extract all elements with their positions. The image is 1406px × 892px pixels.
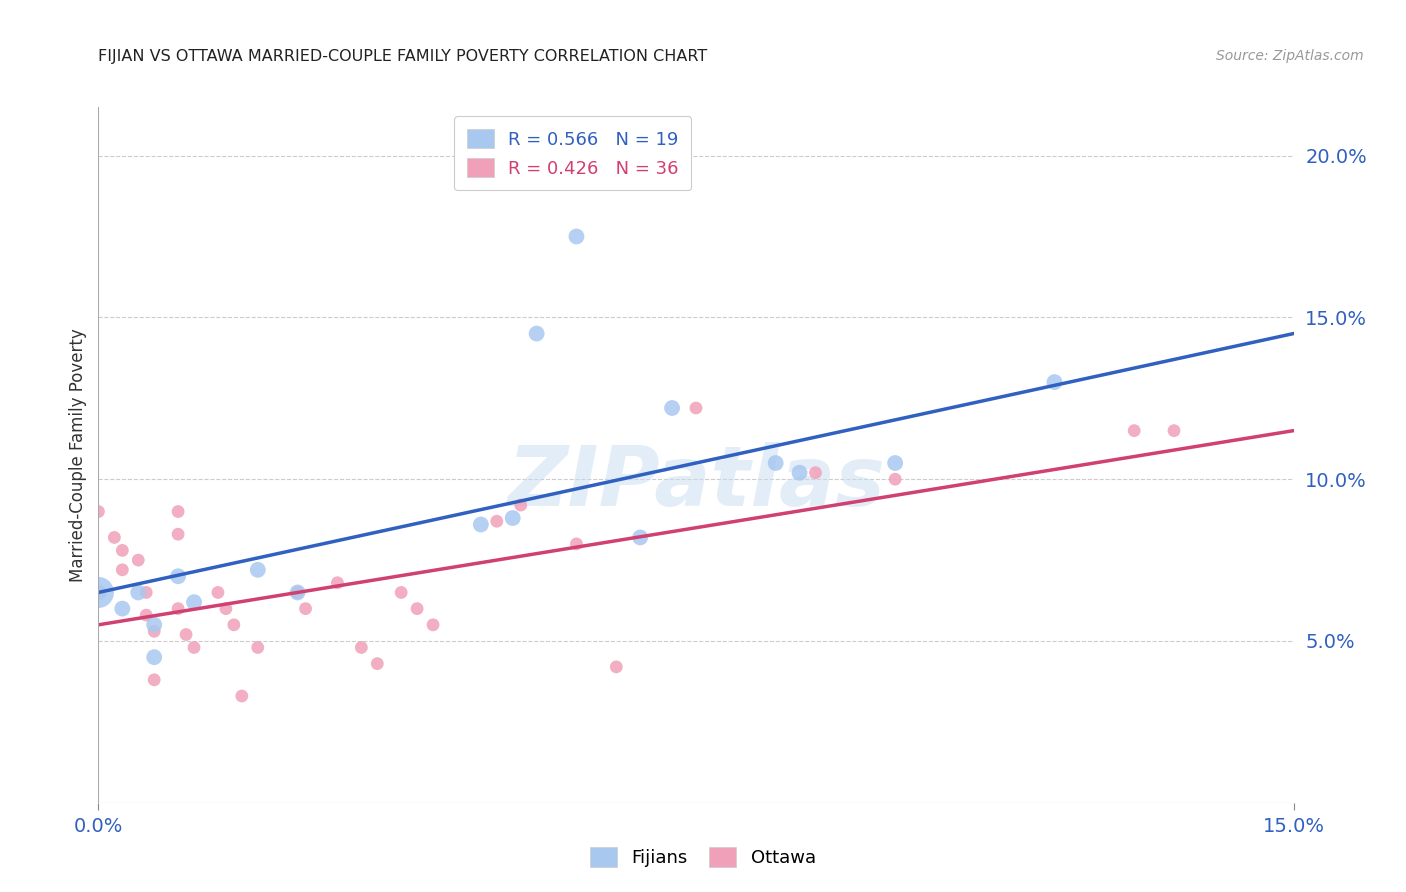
Point	[111, 543, 134, 558]
Point	[685, 401, 707, 415]
Point	[485, 514, 508, 528]
Point	[246, 640, 269, 655]
Point	[1043, 375, 1066, 389]
Point	[628, 531, 651, 545]
Point	[804, 466, 827, 480]
Point	[207, 585, 229, 599]
Point	[565, 537, 588, 551]
Point	[183, 640, 205, 655]
Point	[167, 504, 190, 518]
Point	[661, 401, 683, 415]
Point	[294, 601, 316, 615]
Point	[1163, 424, 1185, 438]
Point	[509, 498, 531, 512]
Point	[789, 466, 811, 480]
Legend: Fijians, Ottawa: Fijians, Ottawa	[582, 839, 824, 874]
Point	[87, 504, 110, 518]
Point	[143, 617, 166, 632]
Point	[87, 585, 110, 599]
Point	[1123, 424, 1146, 438]
Point	[103, 531, 125, 545]
Y-axis label: Married-Couple Family Poverty: Married-Couple Family Poverty	[69, 328, 87, 582]
Point	[127, 553, 149, 567]
Point	[287, 585, 309, 599]
Point	[143, 624, 166, 639]
Text: Source: ZipAtlas.com: Source: ZipAtlas.com	[1216, 49, 1364, 63]
Text: FIJIAN VS OTTAWA MARRIED-COUPLE FAMILY POVERTY CORRELATION CHART: FIJIAN VS OTTAWA MARRIED-COUPLE FAMILY P…	[98, 49, 707, 64]
Point	[135, 585, 157, 599]
Point	[884, 456, 907, 470]
Point	[326, 575, 349, 590]
Point	[565, 229, 588, 244]
Point	[143, 650, 166, 665]
Point	[167, 569, 190, 583]
Point	[231, 689, 253, 703]
Point	[526, 326, 548, 341]
Point	[422, 617, 444, 632]
Point	[884, 472, 907, 486]
Point	[605, 660, 627, 674]
Point	[765, 456, 787, 470]
Point	[111, 563, 134, 577]
Point	[215, 601, 238, 615]
Point	[470, 517, 492, 532]
Point	[246, 563, 269, 577]
Point	[287, 585, 309, 599]
Point	[167, 601, 190, 615]
Legend: R = 0.566   N = 19, R = 0.426   N = 36: R = 0.566 N = 19, R = 0.426 N = 36	[454, 116, 692, 190]
Point	[350, 640, 373, 655]
Point	[502, 511, 524, 525]
Point	[167, 527, 190, 541]
Point	[111, 601, 134, 615]
Point	[135, 608, 157, 623]
Point	[183, 595, 205, 609]
Point	[174, 627, 197, 641]
Point	[143, 673, 166, 687]
Text: ZIPatlas: ZIPatlas	[508, 442, 884, 524]
Point	[389, 585, 412, 599]
Point	[127, 585, 149, 599]
Point	[366, 657, 388, 671]
Point	[87, 585, 110, 599]
Point	[406, 601, 429, 615]
Point	[222, 617, 245, 632]
